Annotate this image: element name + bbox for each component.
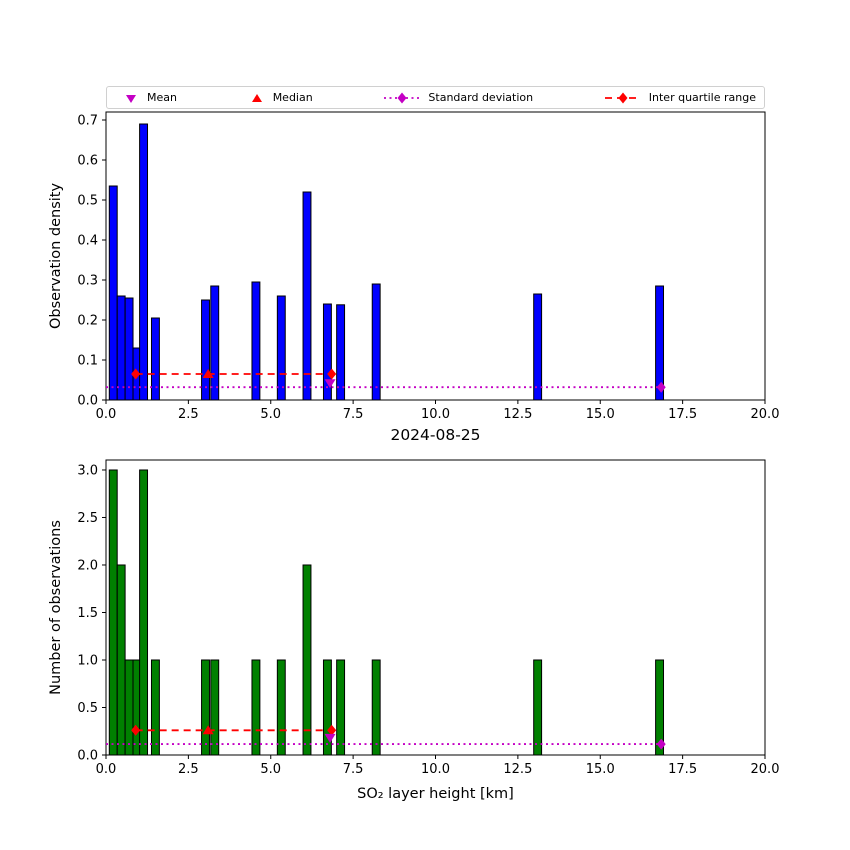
bar — [276, 659, 286, 756]
bar — [108, 185, 118, 401]
y-tick-label: 0.5 — [77, 701, 98, 716]
y-tick-label: 2.0 — [77, 558, 98, 573]
iqr-marker-icon — [604, 92, 641, 103]
x-tick-label: 2.5 — [178, 407, 199, 422]
bar — [124, 297, 134, 401]
bar — [371, 659, 381, 756]
x-tick-label: 7.5 — [343, 762, 364, 777]
x-tick-label: 15.0 — [586, 407, 615, 422]
iqr-left-marker — [131, 724, 141, 736]
std-marker-icon — [384, 92, 421, 103]
bar — [533, 293, 543, 401]
y-axis-label: Observation density — [48, 183, 64, 329]
x-tick-label: 12.5 — [503, 762, 532, 777]
mean-marker — [324, 379, 336, 389]
bar — [276, 295, 286, 401]
bar — [124, 659, 134, 756]
bar — [251, 281, 261, 401]
x-tick-label: 20.0 — [751, 762, 780, 777]
legend-label-mean: Mean — [147, 91, 177, 104]
bar — [210, 659, 220, 756]
median-marker — [202, 725, 214, 735]
bar — [201, 299, 210, 401]
bar — [655, 659, 665, 756]
bar — [371, 283, 381, 401]
x-tick-label: 10.0 — [421, 762, 450, 777]
iqr-right-marker — [327, 368, 337, 380]
y-tick-label: 0.2 — [77, 314, 98, 329]
legend-item-std: Standard deviation — [382, 91, 533, 105]
bar — [336, 659, 346, 756]
mean-marker-icon — [126, 94, 136, 103]
legend-item-iqr: Inter quartile range — [603, 91, 756, 105]
bar — [322, 659, 332, 756]
bar — [139, 469, 149, 756]
iqr-left-marker — [131, 368, 141, 380]
y-tick-label: 0.7 — [77, 114, 98, 129]
plot-title: 2024-08-25 — [390, 426, 480, 444]
bar — [533, 659, 543, 756]
legend: Mean Median Standard deviation Inter qua… — [106, 86, 765, 109]
counts-subplot: 0.0 2.5 5.0 7.5 10.0 12.5 15.0 17.5 20.0 0.0 0.5 1.… — [48, 426, 779, 802]
bar — [210, 285, 220, 401]
x-tick-label: 2.5 — [178, 762, 199, 777]
x-tick-label: 17.5 — [668, 762, 697, 777]
x-tick-label: 7.5 — [343, 407, 364, 422]
std-marker — [656, 381, 666, 393]
bar — [116, 564, 126, 756]
legend-label-std: Standard deviation — [428, 91, 534, 104]
legend-label-iqr: Inter quartile range — [648, 91, 756, 104]
median-marker — [202, 369, 214, 378]
y-tick-label: 1.5 — [77, 606, 98, 621]
y-tick-label: 0.0 — [77, 394, 98, 409]
bar — [251, 659, 261, 756]
x-tick-label: 12.5 — [503, 407, 532, 422]
density-subplot: 0.0 2.5 5.0 7.5 10.0 12.5 15.0 17.5 20.0 0.0 0.1 0.… — [48, 111, 780, 422]
x-tick-label: 5.0 — [260, 407, 281, 422]
bar — [302, 564, 312, 756]
bar — [116, 295, 126, 401]
bar — [108, 469, 118, 756]
x-tick-label: 15.0 — [586, 762, 615, 777]
legend-item-median: Median — [247, 91, 313, 105]
bar — [322, 303, 332, 401]
x-tick-label: 0.0 — [96, 407, 117, 422]
bar — [655, 285, 665, 401]
x-tick-label: 0.0 — [96, 762, 117, 777]
mean-marker — [324, 733, 336, 743]
x-tick-label: 17.5 — [668, 407, 697, 422]
median-marker-icon — [251, 93, 262, 102]
bar — [150, 317, 160, 401]
legend-label-median: Median — [272, 91, 313, 104]
y-tick-label: 0.1 — [77, 354, 98, 369]
y-tick-label: 0.5 — [77, 194, 98, 209]
y-tick-label: 0.6 — [77, 154, 98, 169]
bar — [201, 659, 210, 756]
y-tick-label: 0.0 — [77, 749, 98, 764]
y-tick-label: 0.3 — [77, 274, 98, 289]
x-axis-label: SO₂ layer height [km] — [357, 786, 514, 802]
bar — [336, 304, 346, 401]
x-tick-label: 20.0 — [751, 407, 780, 422]
x-tick-label: 5.0 — [260, 762, 281, 777]
y-axis-label: Number of observations — [48, 520, 64, 695]
x-tick-label: 10.0 — [421, 407, 450, 422]
y-tick-label: 2.5 — [77, 511, 98, 526]
iqr-right-marker — [327, 724, 337, 736]
y-tick-label: 0.4 — [77, 234, 98, 249]
bar — [139, 123, 149, 401]
std-marker — [656, 738, 666, 750]
bar — [150, 659, 160, 756]
y-tick-label: 1.0 — [77, 653, 98, 668]
bar — [302, 191, 312, 401]
legend-item-mean: Mean — [121, 91, 177, 105]
y-tick-label: 3.0 — [77, 463, 98, 478]
